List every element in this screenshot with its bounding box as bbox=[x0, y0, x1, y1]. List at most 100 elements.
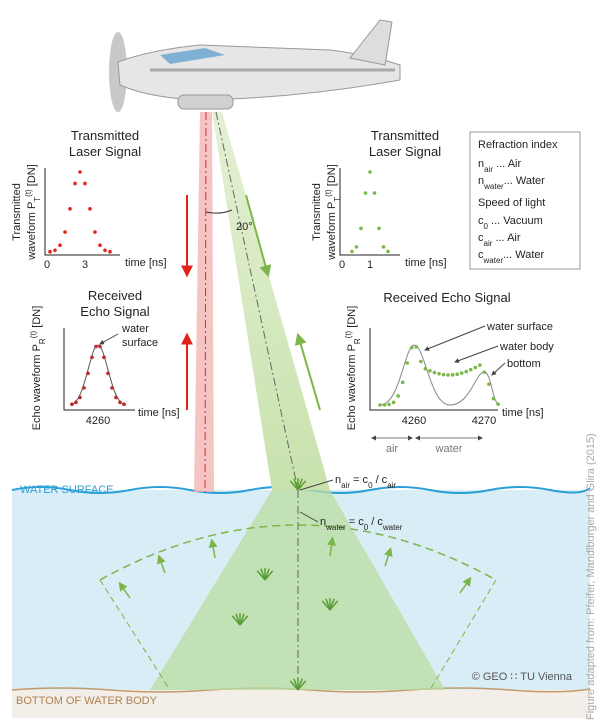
tick-label: 1 bbox=[367, 259, 373, 271]
wave-arrow bbox=[157, 554, 166, 574]
text-part: Echo waveform P bbox=[346, 344, 358, 430]
waveform-dot bbox=[363, 191, 368, 195]
waveform-dot bbox=[102, 355, 106, 360]
x-axis-label: time [ns] bbox=[405, 257, 447, 269]
tick-label: 4270 bbox=[472, 415, 496, 427]
text-part: / c bbox=[368, 516, 383, 528]
waveform-dot bbox=[78, 170, 82, 174]
waveform-dot bbox=[478, 363, 482, 367]
bottom bbox=[12, 690, 590, 718]
y-axis-label: waveform PT(t) [DN] bbox=[324, 164, 342, 261]
source: Figure adapted from: Pfeifer, Mandlburge… bbox=[585, 433, 597, 720]
chart-title: Laser Signal bbox=[69, 144, 141, 159]
text-part: ... Water bbox=[504, 175, 545, 187]
waveform-dot bbox=[441, 372, 446, 377]
y-axis-label: Transmitted bbox=[11, 183, 23, 241]
waveform-dot bbox=[409, 345, 414, 350]
waveform-dot bbox=[377, 226, 381, 231]
text-part: (t) bbox=[324, 189, 333, 197]
plant bbox=[264, 570, 274, 581]
wave-arrow bbox=[327, 536, 336, 557]
waveform-dot bbox=[450, 373, 455, 377]
plant bbox=[329, 600, 339, 611]
waveform-dot bbox=[368, 170, 372, 174]
waveform-dot bbox=[382, 403, 387, 407]
waveform-dot bbox=[114, 395, 118, 400]
text-part: 0 bbox=[368, 481, 373, 490]
waveform-dot bbox=[68, 207, 72, 211]
waveform-dot bbox=[93, 230, 97, 234]
waveform-dot bbox=[405, 361, 410, 365]
cone-edge bbox=[99, 579, 171, 691]
text-part: air bbox=[341, 481, 350, 490]
legend-title: Refraction index bbox=[478, 139, 558, 151]
text-part: = c bbox=[346, 516, 365, 528]
x-axis-label: time [ns] bbox=[125, 257, 167, 269]
annotation: water bbox=[121, 323, 149, 335]
legend-item: nair ... Air bbox=[478, 158, 521, 174]
waveform-dot bbox=[70, 402, 74, 407]
waveform-dot bbox=[98, 344, 102, 349]
text-part: R bbox=[353, 338, 362, 344]
range-label: water bbox=[435, 443, 463, 455]
waveform-dot bbox=[83, 181, 87, 186]
cone-edge bbox=[429, 579, 497, 691]
waveform-dot bbox=[387, 402, 391, 407]
text-part: c bbox=[478, 232, 484, 244]
waveform-dot bbox=[459, 371, 464, 375]
text-part: n bbox=[335, 474, 341, 486]
waveform-dot bbox=[78, 395, 82, 400]
formula: nair = c0 / cair bbox=[335, 474, 396, 490]
waveform-dot bbox=[82, 386, 86, 390]
text-part: n bbox=[478, 175, 484, 187]
waveform-dot bbox=[48, 249, 52, 254]
waveform-dot bbox=[423, 366, 428, 371]
legend-box bbox=[469, 131, 581, 270]
waveform-dot bbox=[359, 226, 363, 231]
tick-label: 0 bbox=[44, 259, 50, 271]
waveform-dot bbox=[86, 371, 90, 376]
waveform-dot bbox=[98, 243, 102, 248]
waveform-dot bbox=[354, 245, 359, 249]
y-axis-label: Echo waveform PR(t) [DN] bbox=[29, 306, 47, 431]
text-part: water bbox=[325, 523, 346, 532]
text-part: [DN] bbox=[326, 164, 338, 189]
waveform-dot bbox=[350, 249, 354, 254]
text-part: ... Vacuum bbox=[488, 215, 543, 227]
text-part: ... Water bbox=[503, 249, 544, 261]
waveform-dot bbox=[487, 382, 491, 386]
annotation: surface bbox=[122, 337, 158, 349]
waveform-dot bbox=[428, 369, 432, 373]
waveform-dot bbox=[108, 249, 112, 254]
waveform-dot bbox=[400, 380, 405, 385]
waveform-dot bbox=[74, 400, 78, 405]
y-axis-label: waveform PT(t) [DN] bbox=[24, 164, 42, 261]
red-beam bbox=[194, 112, 214, 492]
text-part: air bbox=[484, 165, 493, 174]
text-part: waveform P bbox=[326, 202, 338, 261]
leader bbox=[299, 511, 319, 523]
legend-title: Speed of light bbox=[478, 197, 545, 209]
waveform-dot bbox=[122, 402, 126, 407]
text-part: (t) bbox=[29, 330, 38, 338]
waveform-dot bbox=[468, 367, 473, 372]
annotation: water body bbox=[499, 341, 554, 353]
waveform-dot bbox=[391, 400, 396, 405]
legend-item: c0 ... Vacuum bbox=[478, 215, 543, 231]
text-part: [DN] bbox=[31, 306, 43, 331]
waveform-dot bbox=[378, 403, 382, 407]
text-part: Transmitted bbox=[11, 183, 23, 241]
waveform-dot bbox=[496, 402, 500, 406]
tick-label: 3 bbox=[82, 259, 88, 271]
annotation: bottom bbox=[507, 358, 541, 370]
text-part: n bbox=[320, 516, 326, 528]
wave-arrow bbox=[208, 538, 218, 559]
text-part: air bbox=[484, 239, 493, 248]
waveform-dot bbox=[414, 345, 419, 349]
waveform-dot bbox=[53, 248, 57, 253]
waveform-curve bbox=[379, 344, 501, 406]
airplane bbox=[109, 19, 401, 112]
tick-label: 4260 bbox=[86, 415, 110, 427]
text-part: water bbox=[483, 256, 504, 265]
waveform-curve bbox=[69, 344, 127, 406]
